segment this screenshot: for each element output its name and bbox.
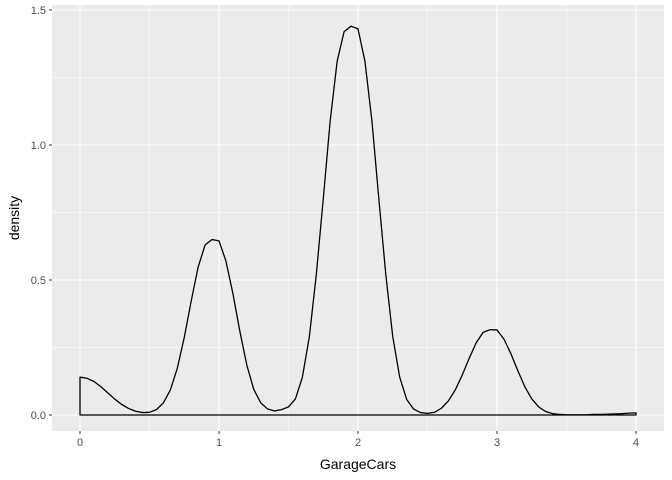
major-gridlines	[52, 5, 664, 431]
x-tick-label: 2	[355, 437, 361, 449]
y-tick-label: 0.5	[31, 275, 46, 287]
x-tick-label: 1	[216, 437, 222, 449]
y-tick-label: 1.5	[31, 5, 46, 17]
density-area	[79, 25, 637, 416]
y-tick-label: 0.0	[31, 410, 46, 422]
y-axis-ticks: 0.0 0.5 1.0 1.5	[31, 5, 52, 422]
y-tick-label: 1.0	[31, 140, 46, 152]
x-axis-ticks: 0 1 2 3 4	[77, 431, 639, 449]
x-tick-label: 4	[633, 437, 639, 449]
x-axis-title: GarageCars	[320, 456, 396, 472]
y-axis-title: density	[6, 196, 22, 240]
x-tick-label: 0	[77, 437, 83, 449]
x-tick-label: 3	[494, 437, 500, 449]
